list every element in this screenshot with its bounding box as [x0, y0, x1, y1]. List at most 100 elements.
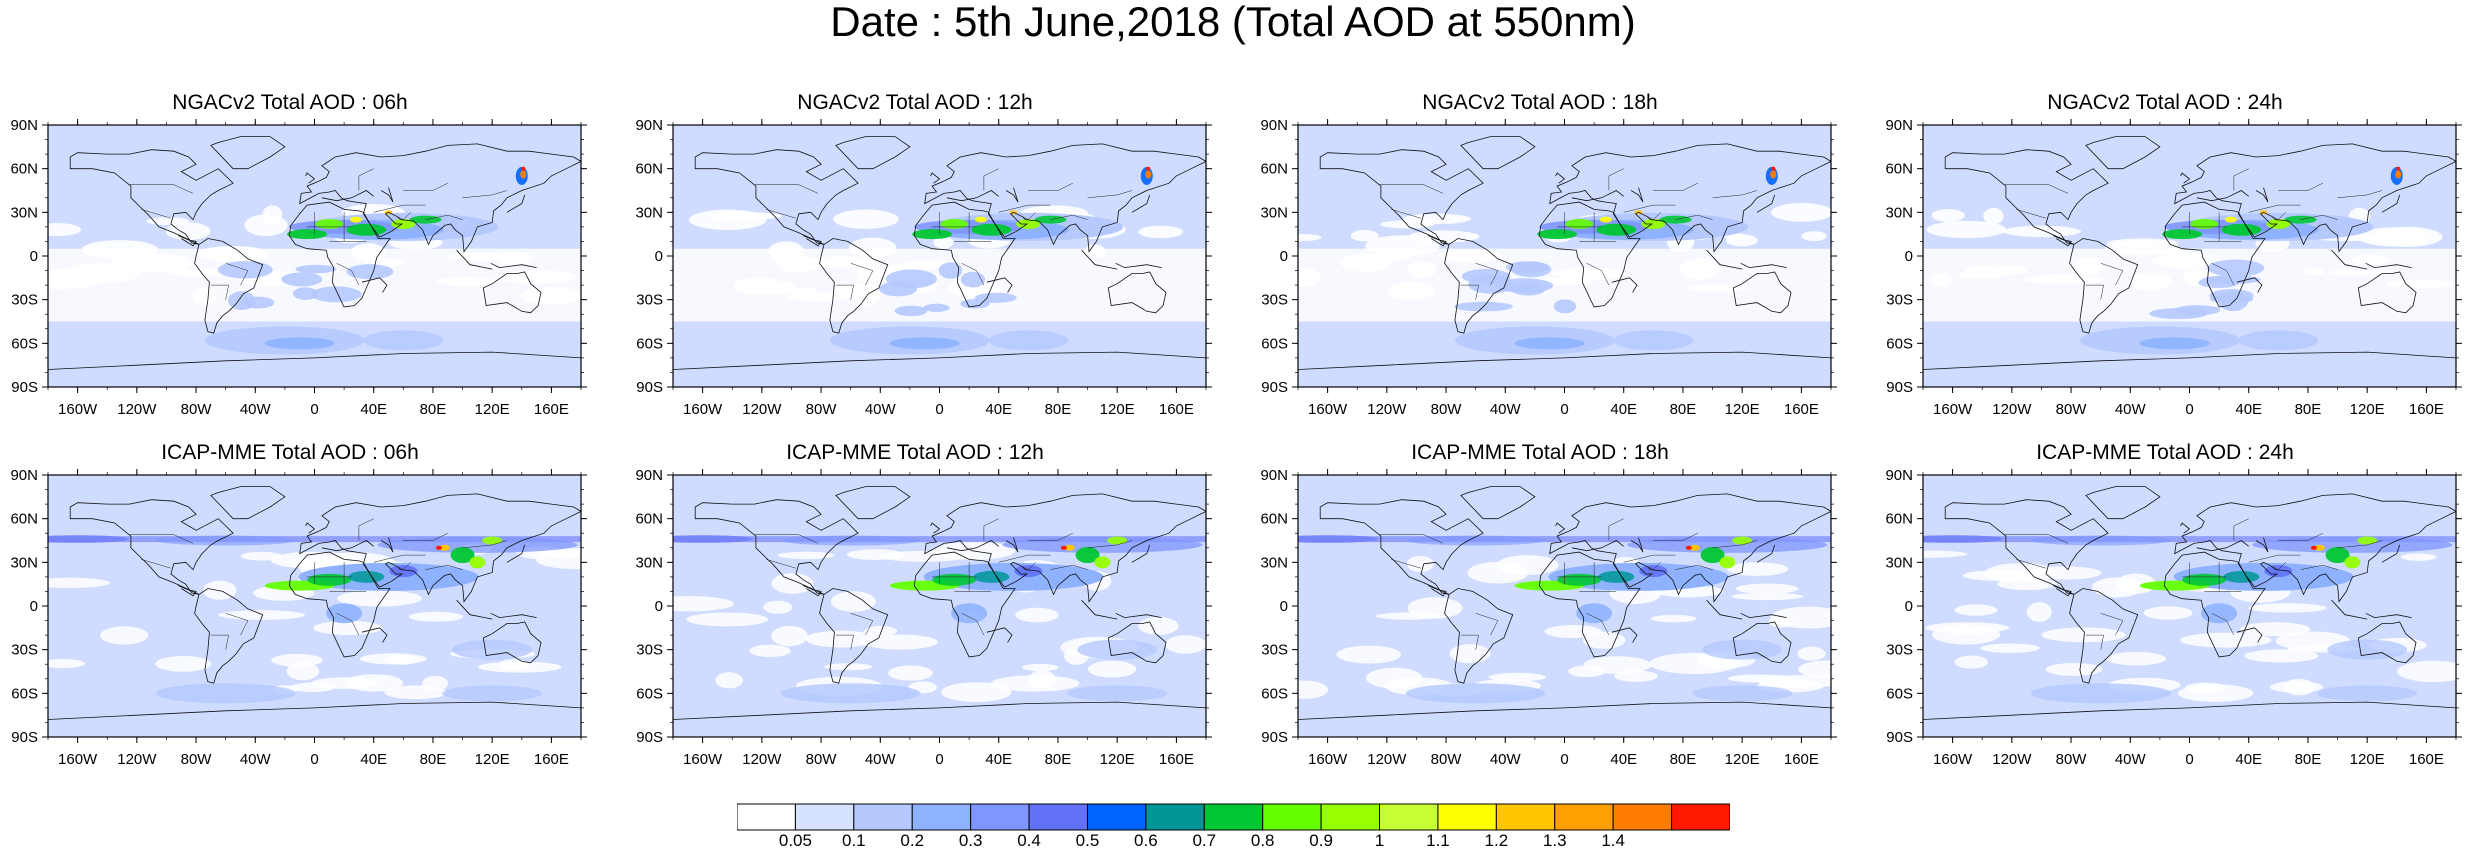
colorbar-label: 0.05	[778, 831, 812, 850]
colorbar-swatch	[1203, 803, 1264, 831]
lon-tick-label: 160W	[1308, 401, 1348, 418]
colorbar-label: 0.3	[958, 831, 983, 850]
map-panel-ngacv2-18h: NGACv2 Total AOD : 18h 90N 60N 30N 0 30S 60S 9…	[1250, 90, 1850, 430]
colorbar: 0.05 0.1 0.2 0.3 0.4 0.5 0.6 0.7 0.8 0.9 1 1.1 1.2 1.…	[736, 803, 1731, 851]
colorbar-swatch	[1495, 803, 1556, 831]
colorbar-swatch	[1671, 803, 1731, 831]
lat-tick-label: 30N	[1260, 554, 1288, 571]
lon-tick-label: 40W	[865, 401, 897, 418]
lat-tick-label: 60S	[1261, 685, 1288, 702]
map-panel-ngacv2-12h: NGACv2 Total AOD : 12h 90N 60N 30N 0 30S 60S 9…	[625, 90, 1225, 430]
lon-tick-label: 0	[1560, 751, 1568, 768]
lat-tick-label: 30N	[1260, 204, 1288, 221]
figure-title: Date : 5th June,2018 (Total AOD at 550nm…	[830, 0, 1636, 45]
lat-tick-label: 90S	[11, 729, 38, 746]
lat-tick-label: 60N	[635, 161, 663, 178]
lat-tick-label: 60N	[1885, 511, 1913, 528]
lat-tick-label: 30N	[10, 204, 38, 221]
lat-tick-label: 90N	[10, 117, 38, 134]
lat-tick-label: 60N	[1260, 511, 1288, 528]
lon-tick-label: 120E	[475, 401, 510, 418]
lat-tick-label: 60N	[10, 511, 38, 528]
panel-title: NGACv2 Total AOD : 06h	[172, 91, 408, 114]
colorbar-swatches	[736, 803, 1731, 831]
colorbar-swatch	[1320, 803, 1381, 831]
lon-tick-label: 0	[310, 401, 318, 418]
lon-tick-label: 80W	[1431, 751, 1463, 768]
lon-tick-label: 120W	[1992, 401, 2032, 418]
lon-tick-label: 40W	[2115, 751, 2147, 768]
colorbar-label: 1.3	[1542, 831, 1567, 850]
lon-tick-label: 40E	[985, 401, 1012, 418]
lat-tick-label: 90S	[1261, 729, 1288, 746]
lon-tick-label: 160W	[1308, 751, 1348, 768]
lon-tick-label: 160E	[1784, 751, 1819, 768]
lon-tick-label: 80W	[2056, 401, 2088, 418]
lon-tick-label: 80W	[181, 401, 213, 418]
colorbar-label: 0.9	[1309, 831, 1333, 850]
lon-tick-label: 80E	[420, 751, 447, 768]
lon-tick-label: 160E	[1159, 401, 1194, 418]
panel-title: ICAP-MME Total AOD : 24h	[2036, 441, 2294, 464]
map-panel-ngacv2-06h: NGACv2 Total AOD : 06h 90N 60N 30N 0 30S 60S 9…	[0, 90, 600, 430]
lat-tick-label: 60N	[1260, 161, 1288, 178]
lat-tick-label: 60S	[11, 335, 38, 352]
lon-tick-label: 120W	[1992, 751, 2032, 768]
colorbar-label: 0.1	[841, 831, 866, 850]
colorbar-labels: 0.05 0.1 0.2 0.3 0.4 0.5 0.6 0.7 0.8 0.9 1 1.1 1.2 1.…	[737, 831, 1730, 851]
map-panel-icap-mme-06h: ICAP-MME Total AOD : 06h 90N 60N 30N 0 30S 60…	[0, 440, 600, 780]
lat-tick-label: 0	[1905, 248, 1913, 265]
lat-tick-label: 60S	[1886, 685, 1913, 702]
lat-tick-label: 90N	[635, 117, 663, 134]
colorbar-swatch	[911, 803, 972, 831]
lat-tick-label: 90S	[1886, 379, 1913, 396]
colorbar-label: 0.2	[900, 831, 925, 850]
colorbar-label: 1.2	[1484, 831, 1509, 850]
lon-tick-label: 80E	[1670, 401, 1697, 418]
lon-tick-label: 160E	[2409, 401, 2444, 418]
lon-tick-label: 160E	[1784, 401, 1819, 418]
lon-tick-label: 40W	[1490, 401, 1522, 418]
lat-tick-label: 90N	[1260, 467, 1288, 484]
map-panel-icap-mme-24h: ICAP-MME Total AOD : 24h 90N 60N 30N 0 30S 60…	[1875, 440, 2466, 780]
lon-tick-label: 120W	[117, 751, 157, 768]
colorbar-swatch	[853, 803, 913, 831]
lon-tick-label: 40E	[2235, 401, 2262, 418]
lat-tick-label: 30N	[10, 554, 38, 571]
lon-tick-label: 0	[935, 401, 943, 418]
lat-tick-label: 30S	[11, 642, 38, 659]
lon-tick-label: 40W	[865, 751, 897, 768]
panel-title: NGACv2 Total AOD : 12h	[797, 91, 1033, 114]
lon-tick-label: 160W	[1933, 751, 1973, 768]
aod-map: 90N 60N 30N 0 30S 60S 90S 160W 120W 80W 40W 0 40E 80E…	[1885, 117, 2462, 418]
lon-tick-label: 120W	[117, 401, 157, 418]
lon-tick-label: 40E	[1610, 751, 1637, 768]
panel-title: NGACv2 Total AOD : 24h	[2047, 91, 2283, 114]
lon-tick-label: 40E	[360, 751, 387, 768]
lon-tick-label: 0	[2185, 401, 2193, 418]
map-panel-ngacv2-24h: NGACv2 Total AOD : 24h 90N 60N 30N 0 30S 60S 9…	[1875, 90, 2466, 430]
lat-tick-label: 90N	[1885, 467, 1913, 484]
lon-tick-label: 80E	[1045, 401, 1072, 418]
lat-tick-label: 30S	[636, 292, 663, 309]
lat-tick-label: 0	[30, 598, 38, 615]
lat-tick-label: 0	[655, 598, 663, 615]
colorbar-swatch	[1379, 803, 1439, 831]
colorbar-label: 1	[1374, 831, 1385, 850]
lon-tick-label: 160E	[2409, 751, 2444, 768]
aod-map: 90N 60N 30N 0 30S 60S 90S 160W 120W 80W 40W 0 40E 80E…	[635, 467, 1212, 768]
lat-tick-label: 30S	[636, 642, 663, 659]
lon-tick-label: 40W	[2115, 401, 2147, 418]
aod-map: 90N 60N 30N 0 30S 60S 90S 160W 120W 80W 40W 0 40E 80E…	[635, 117, 1212, 418]
lon-tick-label: 40W	[240, 751, 272, 768]
lon-tick-label: 160W	[58, 751, 98, 768]
colorbar-swatch	[1262, 803, 1322, 831]
lon-tick-label: 0	[935, 751, 943, 768]
lat-tick-label: 30S	[1261, 642, 1288, 659]
lat-tick-label: 0	[30, 248, 38, 265]
lon-tick-label: 40W	[240, 401, 272, 418]
lon-tick-label: 120E	[2350, 401, 2385, 418]
colorbar-swatch	[736, 803, 796, 831]
lon-tick-label: 160W	[1933, 401, 1973, 418]
colorbar-swatch	[1437, 803, 1497, 831]
